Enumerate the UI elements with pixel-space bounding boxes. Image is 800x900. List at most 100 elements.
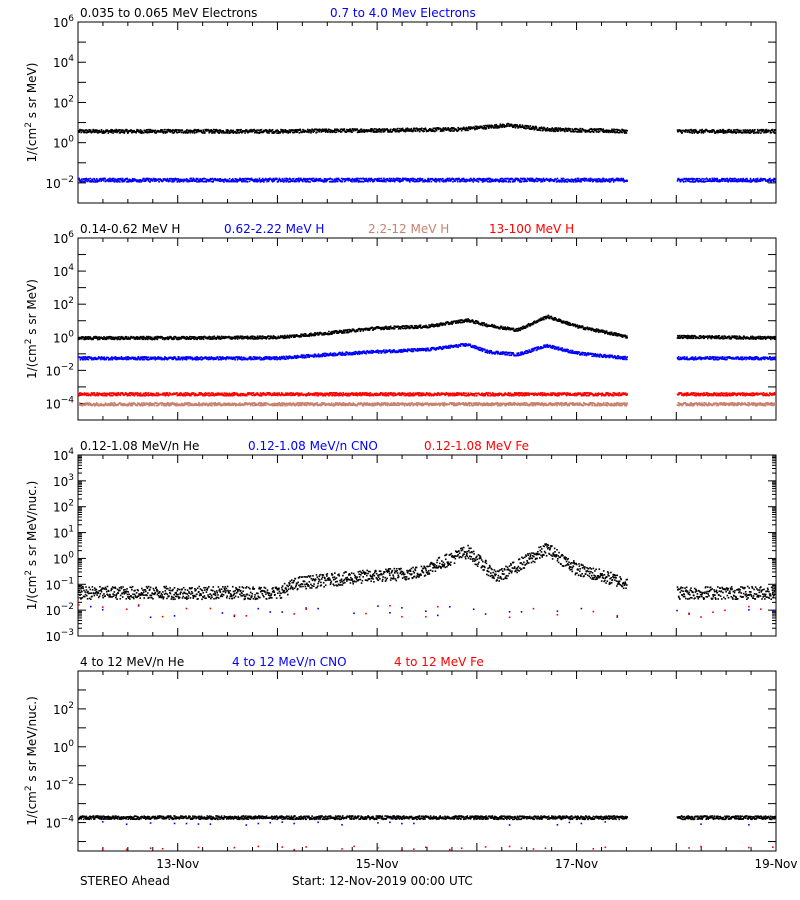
data-point <box>435 324 438 327</box>
data-point <box>522 325 525 328</box>
data-point <box>318 128 321 131</box>
data-point <box>413 324 416 327</box>
data-point <box>389 128 392 131</box>
data-point <box>399 181 401 183</box>
data-point <box>84 335 87 338</box>
data-point <box>622 129 625 131</box>
data-point <box>333 330 335 333</box>
data-point <box>601 180 604 183</box>
data-point <box>144 129 146 132</box>
data-point <box>186 129 188 131</box>
data-point <box>424 178 426 181</box>
data-point <box>442 180 445 183</box>
data-point <box>594 129 596 132</box>
data-point <box>485 127 488 130</box>
data-point <box>205 180 207 182</box>
data-point <box>482 324 484 327</box>
data-point <box>622 177 625 180</box>
data-point <box>466 319 469 322</box>
data-point <box>327 129 329 132</box>
data-point <box>624 132 626 134</box>
data-point <box>507 123 510 125</box>
data-point <box>239 336 241 339</box>
data-point <box>256 178 258 181</box>
data-point <box>501 179 504 182</box>
legend-entry: 0.62-2.22 MeV H <box>224 222 324 236</box>
data-point <box>744 178 747 180</box>
data-point <box>160 128 163 131</box>
data-point <box>593 330 596 332</box>
data-point <box>119 128 121 131</box>
data-point <box>204 178 207 180</box>
data-point <box>749 180 751 183</box>
data-point <box>87 131 90 133</box>
data-point <box>529 179 532 181</box>
data-point <box>452 178 455 180</box>
data-point <box>738 131 740 134</box>
data-point <box>421 179 424 181</box>
data-point <box>248 180 251 183</box>
data-point <box>316 131 318 134</box>
data-point <box>468 320 471 322</box>
data-point <box>596 131 598 133</box>
data-point <box>556 177 559 180</box>
data-point <box>354 178 357 180</box>
data-point <box>91 179 94 182</box>
data-point <box>175 178 178 180</box>
data-point <box>225 131 228 134</box>
data-point <box>147 178 150 181</box>
data-point <box>374 328 377 330</box>
data-point <box>772 180 775 183</box>
data-point <box>730 337 733 340</box>
data-point <box>472 181 475 183</box>
data-point <box>357 177 359 180</box>
data-point <box>501 177 504 180</box>
data-point <box>133 336 136 339</box>
data-point <box>451 177 453 180</box>
data-point <box>388 328 391 330</box>
data-point <box>329 177 331 180</box>
data-point <box>589 177 592 180</box>
data-point <box>743 131 746 133</box>
data-point <box>351 131 353 134</box>
data-point <box>475 125 478 128</box>
data-point <box>430 128 432 131</box>
data-point <box>280 336 283 339</box>
data-point <box>320 129 322 131</box>
data-point <box>244 180 246 182</box>
data-point <box>551 130 553 132</box>
data-point <box>143 177 145 180</box>
data-point <box>576 324 579 326</box>
data-point <box>127 132 129 134</box>
data-point <box>245 337 248 339</box>
data-point <box>713 131 716 133</box>
data-point <box>265 177 267 180</box>
data-point <box>513 178 516 181</box>
data-point <box>456 178 458 180</box>
data-point <box>717 336 719 338</box>
data-point <box>398 178 401 181</box>
data-point <box>451 127 453 129</box>
data-point <box>345 329 348 332</box>
data-point <box>386 128 388 130</box>
data-point <box>226 130 228 133</box>
data-point <box>558 318 560 320</box>
data-point <box>452 130 454 132</box>
data-point <box>397 325 400 328</box>
data-point <box>380 131 382 133</box>
data-point <box>685 180 687 183</box>
data-point <box>400 180 403 182</box>
data-point <box>302 333 305 336</box>
data-point <box>759 180 762 183</box>
data-point <box>774 132 776 134</box>
data-point <box>580 179 583 181</box>
data-point <box>442 130 445 132</box>
data-point <box>333 332 336 334</box>
data-point <box>462 177 465 180</box>
data-point <box>769 129 771 132</box>
data-point <box>133 178 136 180</box>
data-point <box>109 177 111 180</box>
data-point <box>578 129 581 132</box>
data-point <box>691 179 694 182</box>
data-point <box>574 130 577 132</box>
